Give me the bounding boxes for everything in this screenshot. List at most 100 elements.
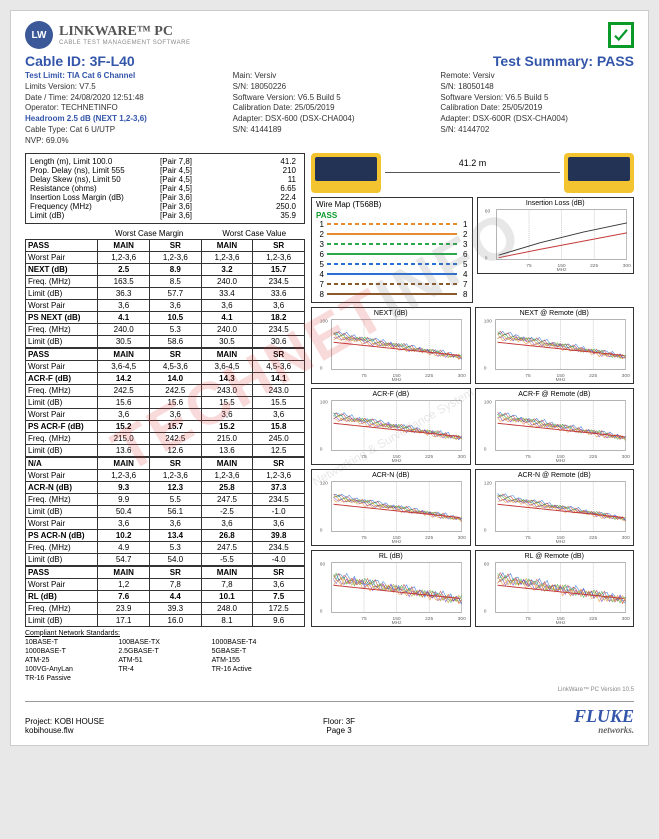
svg-text:225: 225 <box>589 535 597 541</box>
pass-icon <box>608 22 634 48</box>
title-row: Cable ID: 3F-L40 Test Summary: PASS <box>25 53 634 69</box>
logo-badge: LW <box>25 21 53 49</box>
cable-id: 3F-L40 <box>90 53 135 69</box>
result-section: N/AMAINSRMAINSRWorst Pair1,2-3,61,2-3,61… <box>25 457 305 566</box>
svg-text:0: 0 <box>483 365 486 371</box>
svg-text:300: 300 <box>621 616 629 622</box>
svg-text:0: 0 <box>320 527 323 533</box>
svg-text:300: 300 <box>458 454 466 460</box>
svg-text:75: 75 <box>525 616 531 622</box>
svg-text:225: 225 <box>589 373 597 379</box>
logo: LW LINKWARE™ PC CABLE TEST MANAGEMENT SO… <box>25 21 190 49</box>
svg-text:0: 0 <box>483 527 486 533</box>
svg-text:225: 225 <box>425 454 433 460</box>
svg-text:0: 0 <box>483 608 486 614</box>
svg-text:0: 0 <box>484 255 487 261</box>
svg-text:75: 75 <box>525 535 531 541</box>
device-main <box>311 153 381 193</box>
chart: ACR-F @ Remote (dB)75150225300MHz1000 <box>475 388 635 465</box>
svg-text:0: 0 <box>483 446 486 452</box>
logo-title: LINKWARE™ PC <box>59 24 190 40</box>
meta: Test Limit: TIA Cat 6 ChannelLimits Vers… <box>25 71 634 147</box>
compliant-standards: Compliant Network Standards:10BASE-T100B… <box>25 629 305 684</box>
fluke-logo: FLUKE networks. <box>574 706 634 735</box>
svg-text:225: 225 <box>589 616 597 622</box>
svg-text:225: 225 <box>425 535 433 541</box>
svg-text:75: 75 <box>361 454 367 460</box>
page: TECHNETINFO Networking & Surveillance Sy… <box>10 10 649 746</box>
version-line: LinkWare™ PC Version 10.5 <box>25 687 634 693</box>
svg-text:MHz: MHz <box>555 539 566 543</box>
chart: ACR-N @ Remote (dB)75150225300MHz1200 <box>475 469 635 546</box>
svg-text:300: 300 <box>621 535 629 541</box>
svg-text:300: 300 <box>622 263 630 269</box>
chart-insertion-loss: Insertion Loss (dB)75150225300MHz600 <box>477 197 635 274</box>
svg-text:120: 120 <box>483 480 491 486</box>
svg-text:75: 75 <box>361 616 367 622</box>
svg-text:225: 225 <box>425 373 433 379</box>
chart: NEXT (dB)75150225300MHz1000 <box>311 307 471 384</box>
device-remote <box>564 153 634 193</box>
svg-text:75: 75 <box>526 263 532 269</box>
svg-text:75: 75 <box>525 373 531 379</box>
svg-text:300: 300 <box>621 373 629 379</box>
svg-text:300: 300 <box>621 454 629 460</box>
right-column: 41.2 m Wire Map (T568B)PASS1122336655447… <box>311 153 634 684</box>
page-number: 3 <box>347 726 351 735</box>
svg-text:75: 75 <box>525 454 531 460</box>
svg-text:MHz: MHz <box>392 620 403 624</box>
result-section: PASSMAINSRMAINSRWorst Pair3,6-4,54,5-3,6… <box>25 348 305 457</box>
devices-diagram: 41.2 m <box>311 153 634 193</box>
svg-text:300: 300 <box>458 616 466 622</box>
floor: 3F <box>346 717 355 726</box>
svg-text:MHz: MHz <box>556 267 567 271</box>
svg-text:60: 60 <box>320 561 326 567</box>
svg-text:100: 100 <box>483 399 491 405</box>
footer: Project: KOBI HOUSE kobihouse.flw Floor:… <box>25 701 634 735</box>
chart: RL (dB)75150225300MHz600 <box>311 550 471 627</box>
meta-main: Main: VersivS/N: 18050226Software Versio… <box>233 71 427 147</box>
result-section: PASSMAINSRMAINSRWorst Pair1,2-3,61,2-3,6… <box>25 239 305 348</box>
svg-text:120: 120 <box>320 480 328 486</box>
left-column: Length (m), Limit 100.0[Pair 7,8]41.2Pro… <box>25 153 305 684</box>
svg-text:225: 225 <box>589 454 597 460</box>
result-section: PASSMAINSRMAINSRWorst Pair1,27,87,83,6RL… <box>25 566 305 627</box>
device-line: 41.2 m <box>385 172 560 173</box>
chart: RL @ Remote (dB)75150225300MHz600 <box>475 550 635 627</box>
meta-remote: Remote: VersivS/N: 18050148Software Vers… <box>440 71 634 147</box>
svg-text:0: 0 <box>320 365 323 371</box>
svg-text:60: 60 <box>484 208 490 214</box>
svg-text:60: 60 <box>483 561 489 567</box>
svg-text:225: 225 <box>425 616 433 622</box>
svg-text:MHz: MHz <box>555 620 566 624</box>
meta-left: Test Limit: TIA Cat 6 ChannelLimits Vers… <box>25 71 219 147</box>
svg-text:MHz: MHz <box>555 377 566 381</box>
svg-text:0: 0 <box>320 446 323 452</box>
chart: ACR-F (dB)75150225300MHz1000 <box>311 388 471 465</box>
svg-text:100: 100 <box>320 318 328 324</box>
svg-text:100: 100 <box>320 399 328 405</box>
wiremap: Wire Map (T568B)PASS1122336655447788 <box>311 197 473 303</box>
logo-subtitle: CABLE TEST MANAGEMENT SOFTWARE <box>59 40 190 46</box>
header: LW LINKWARE™ PC CABLE TEST MANAGEMENT SO… <box>25 21 634 49</box>
svg-text:MHz: MHz <box>392 458 403 462</box>
svg-text:MHz: MHz <box>392 377 403 381</box>
project-name: KOBI HOUSE <box>54 717 104 726</box>
chart: NEXT @ Remote (dB)75150225300MHz1000 <box>475 307 635 384</box>
svg-text:0: 0 <box>320 608 323 614</box>
svg-text:300: 300 <box>458 373 466 379</box>
svg-text:MHz: MHz <box>555 458 566 462</box>
project-file: kobihouse.flw <box>25 726 104 735</box>
charts-grid: NEXT (dB)75150225300MHz1000NEXT @ Remote… <box>311 307 634 627</box>
results-tables: Worst Case MarginWorst Case ValuePASSMAI… <box>25 228 305 627</box>
svg-text:MHz: MHz <box>392 539 403 543</box>
cable-length: 41.2 m <box>459 158 487 168</box>
svg-text:75: 75 <box>361 373 367 379</box>
svg-text:75: 75 <box>361 535 367 541</box>
measurements-box: Length (m), Limit 100.0[Pair 7,8]41.2Pro… <box>25 153 305 224</box>
svg-text:100: 100 <box>483 318 491 324</box>
test-summary: PASS <box>597 53 634 69</box>
svg-text:300: 300 <box>458 535 466 541</box>
content: Length (m), Limit 100.0[Pair 7,8]41.2Pro… <box>25 153 634 684</box>
svg-text:225: 225 <box>590 263 598 269</box>
